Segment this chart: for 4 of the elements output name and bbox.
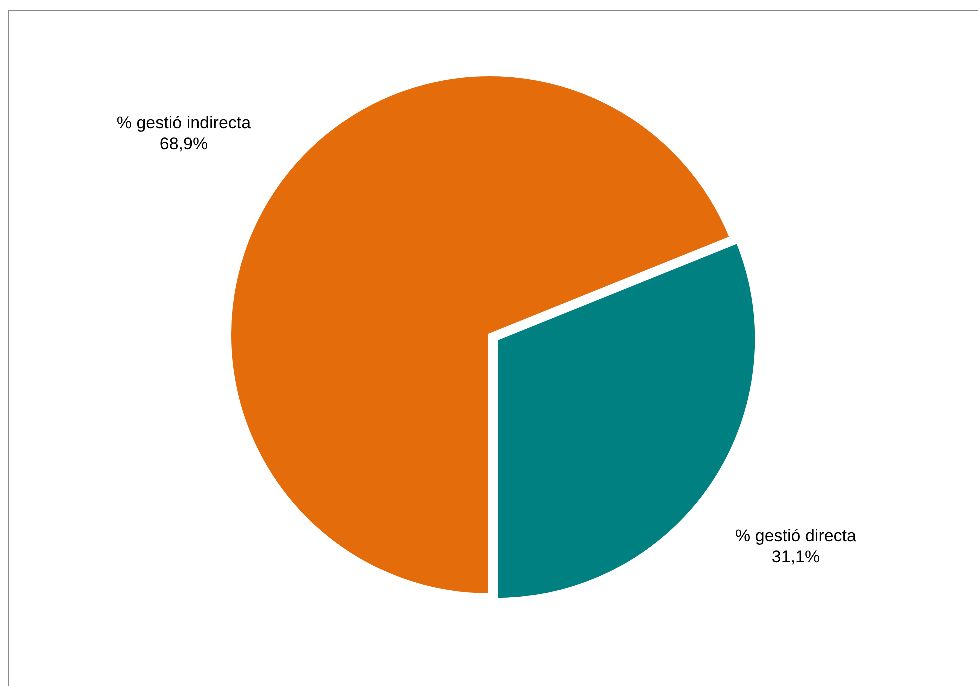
- data-label: 31,1%: [772, 548, 820, 567]
- slice-label: % gestió indirecta: [116, 113, 252, 132]
- slice-label: % gestió directa: [736, 526, 858, 546]
- data-label: 68,9%: [160, 134, 208, 154]
